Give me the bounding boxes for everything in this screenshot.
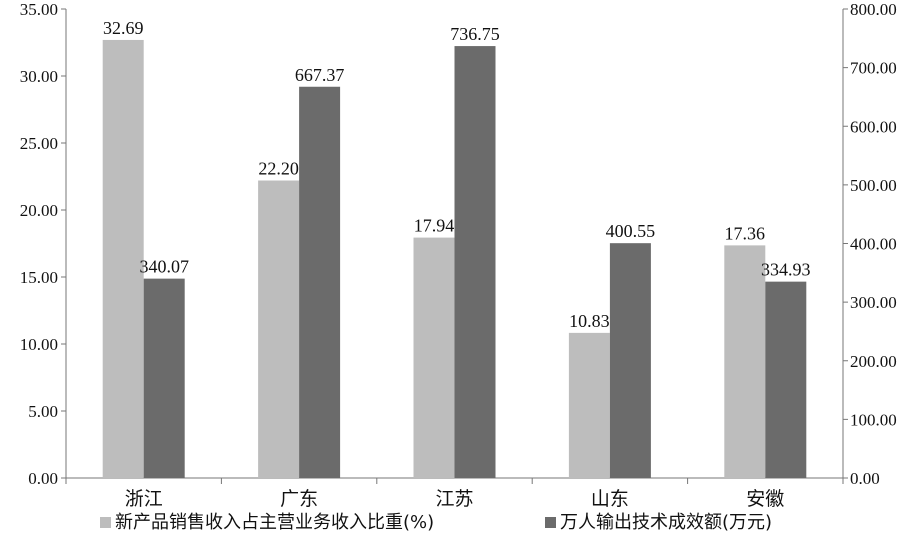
data-label: 17.36 <box>725 223 766 243</box>
right-tick-label: 500.00 <box>850 176 897 195</box>
right-tick-label: 0.00 <box>850 469 880 488</box>
data-label: 10.83 <box>569 311 610 331</box>
left-tick-label: 35.00 <box>20 0 58 19</box>
bar-sales-ratio <box>568 332 610 478</box>
bar-sales-ratio <box>102 39 144 478</box>
data-label: 667.37 <box>295 65 345 85</box>
left-tick-label: 20.00 <box>20 201 58 220</box>
right-tick-label: 600.00 <box>850 117 897 136</box>
right-tick-label: 700.00 <box>850 59 897 78</box>
right-tick-label: 100.00 <box>850 410 897 429</box>
data-label: 736.75 <box>450 24 500 44</box>
bars <box>102 39 807 479</box>
category-label: 安徽 <box>746 488 784 510</box>
data-label: 400.55 <box>606 221 656 241</box>
bar-tech-output <box>143 278 185 478</box>
category-label: 山东 <box>591 488 629 510</box>
left-tick-label: 30.00 <box>20 67 58 86</box>
data-labels: 32.69 22.20 17.94 10.83 17.36 340.07 667.37 736… <box>103 18 811 331</box>
right-tick-label: 200.00 <box>850 352 897 371</box>
right-tick-label: 300.00 <box>850 293 897 312</box>
left-tick-label: 5.00 <box>28 402 58 421</box>
data-label: 17.94 <box>414 216 455 236</box>
category-label: 广东 <box>280 488 318 510</box>
data-label: 32.69 <box>103 18 144 38</box>
bar-sales-ratio <box>413 237 455 478</box>
legend: 新产品销售收入占主营业务收入比重(%) 万人输出技术成效额(万元) <box>100 512 772 533</box>
legend-label: 新产品销售收入占主营业务收入比重(%) <box>115 512 434 533</box>
left-tick-label: 0.00 <box>28 469 58 488</box>
data-label: 340.07 <box>139 257 189 277</box>
data-label: 22.20 <box>258 159 299 179</box>
legend-swatch <box>100 517 111 528</box>
bar-sales-ratio <box>724 245 766 478</box>
category-label: 江苏 <box>435 488 473 510</box>
data-label: 334.93 <box>761 260 811 280</box>
bar-sales-ratio <box>258 180 300 478</box>
bar-tech-output <box>299 86 341 479</box>
left-tick-label: 10.00 <box>20 335 58 354</box>
legend-label: 万人输出技术成效额(万元) <box>560 512 772 533</box>
right-tick-label: 400.00 <box>850 235 897 254</box>
bar-tech-output <box>609 243 651 478</box>
category-label: 浙江 <box>125 488 163 510</box>
bar-tech-output <box>454 46 496 478</box>
axes: 0.00 5.00 10.00 15.00 20.00 25.00 30.00 35.00 0.… <box>20 0 897 510</box>
right-tick-label: 800.00 <box>850 0 897 19</box>
legend-swatch <box>545 517 556 528</box>
bar-tech-output <box>765 281 807 478</box>
left-tick-label: 15.00 <box>20 268 58 287</box>
left-tick-label: 25.00 <box>20 134 58 153</box>
